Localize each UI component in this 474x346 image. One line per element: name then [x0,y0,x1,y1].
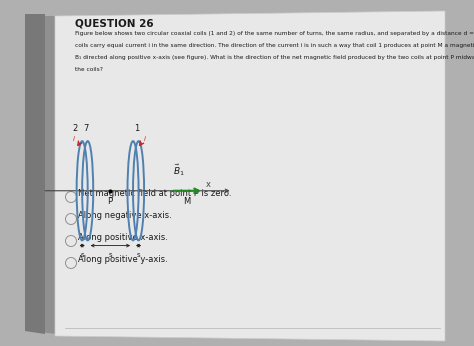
Text: QUESTION 26: QUESTION 26 [75,18,154,28]
Text: s: s [81,252,84,258]
Text: the coils?: the coils? [75,67,103,72]
Text: $\vec{B}_1$: $\vec{B}_1$ [173,162,184,178]
Text: s: s [109,252,112,258]
Text: 7: 7 [83,124,89,133]
Text: s: s [137,252,140,258]
Text: Figure below shows two circular coaxial coils (1 and 2) of the same number of tu: Figure below shows two circular coaxial … [75,31,474,36]
Text: B₁ directed along positive x-axis (see figure). What is the direction of the net: B₁ directed along positive x-axis (see f… [75,55,474,60]
Text: i: i [144,136,146,142]
Text: Along negative x-axis.: Along negative x-axis. [78,211,172,220]
Text: Along positive y-axis.: Along positive y-axis. [78,255,168,264]
Text: coils carry equal current i in the same direction. The direction of the current : coils carry equal current i in the same … [75,43,474,48]
Text: i: i [73,136,75,142]
Text: Net magnetic field at point P is zero.: Net magnetic field at point P is zero. [78,190,231,199]
Polygon shape [25,14,45,334]
Text: Along positive x-axis.: Along positive x-axis. [78,234,168,243]
Text: 1: 1 [134,124,139,133]
Text: M: M [183,197,191,206]
Text: 2: 2 [73,124,78,133]
Polygon shape [55,11,445,341]
Text: P: P [107,197,112,206]
Polygon shape [30,16,75,336]
Text: x: x [206,181,211,190]
